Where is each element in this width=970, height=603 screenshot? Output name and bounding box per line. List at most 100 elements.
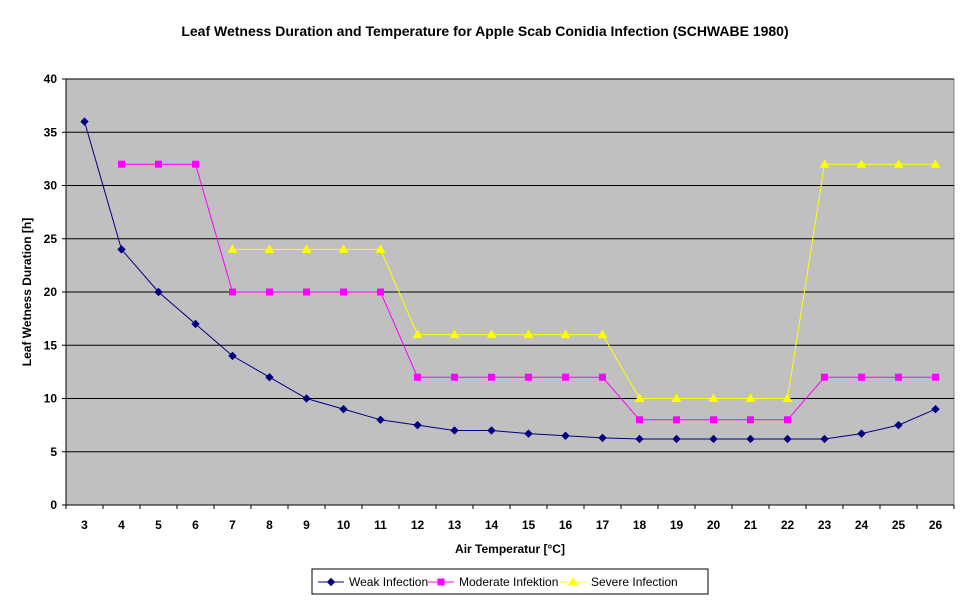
x-tick-label: 23: [818, 518, 832, 532]
data-point: [857, 429, 866, 438]
data-point: [895, 373, 902, 381]
data-point: [413, 420, 422, 430]
legend-box: [311, 568, 709, 595]
data-point: [856, 159, 867, 168]
data-point: [228, 351, 237, 361]
data-point: [117, 245, 126, 254]
data-point: [820, 434, 829, 444]
y-tick-label: 25: [44, 232, 58, 246]
data-point: [229, 288, 236, 296]
series-layer: [80, 117, 941, 444]
data-point: [523, 329, 534, 339]
x-tick-label: 4: [118, 518, 125, 532]
chart-title: Leaf Wetness Duration and Temperature fo…: [181, 23, 788, 39]
data-point: [524, 429, 533, 438]
data-point: [821, 373, 828, 381]
data-point: [745, 393, 756, 402]
data-point: [302, 394, 311, 403]
data-point: [118, 160, 125, 168]
data-point: [227, 244, 238, 253]
data-point: [931, 404, 940, 414]
x-tick-label: 21: [744, 518, 758, 532]
data-point: [155, 160, 162, 168]
x-tick-label: 18: [633, 518, 647, 532]
data-point: [635, 434, 644, 444]
y-ticks: 0 5 10 15 20 25 30 35 40: [44, 72, 66, 512]
data-point: [783, 434, 792, 444]
legend-marker: [437, 578, 445, 586]
x-tick-label: 11: [374, 518, 387, 532]
data-point: [634, 393, 645, 402]
data-point: [488, 373, 495, 381]
legend: Weak Infection Moderate Infektion Severe I…: [318, 575, 678, 589]
data-point: [894, 420, 903, 430]
data-point: [598, 433, 607, 443]
data-point: [301, 244, 312, 253]
data-point: [486, 329, 497, 339]
x-tick-label: 6: [192, 518, 199, 532]
legend-marker: [326, 577, 336, 587]
y-tick-label: 15: [44, 338, 58, 352]
data-point: [376, 415, 385, 425]
data-point: [525, 373, 532, 381]
x-tick-label: 19: [670, 518, 684, 532]
x-tick-label: 14: [485, 518, 499, 532]
data-point: [819, 159, 830, 168]
data-point: [784, 416, 791, 424]
data-point: [265, 372, 274, 382]
data-point: [597, 329, 608, 339]
x-ticks: 3 4 5 6 7 8 9 10 11 12 13 14 15 16 17 18 19 20 21 22 23 24 25 2…: [65, 505, 955, 532]
data-point: [303, 288, 310, 296]
y-tick-label: 40: [44, 72, 58, 86]
data-point: [710, 416, 717, 424]
y-tick-label: 0: [50, 498, 57, 512]
data-point: [192, 160, 199, 168]
data-point: [451, 373, 458, 381]
x-tick-label: 22: [781, 518, 795, 532]
y-axis-title: Leaf Wetness Duration [h]: [20, 218, 34, 366]
x-tick-label: 17: [596, 518, 610, 532]
data-point: [449, 329, 460, 339]
x-tick-label: 16: [559, 518, 573, 532]
data-point: [893, 159, 904, 168]
data-point: [414, 373, 421, 381]
x-tick-label: 9: [303, 518, 310, 532]
data-point: [560, 329, 571, 339]
x-axis-title: Air Temperatur [°C]: [455, 542, 565, 556]
data-point: [672, 434, 681, 444]
x-tick-label: 15: [522, 518, 536, 532]
data-point: [191, 319, 200, 329]
legend-marker: [568, 576, 578, 586]
data-point: [709, 434, 718, 444]
legend-label: Moderate Infektion: [459, 575, 558, 589]
x-tick-label: 5: [155, 518, 162, 532]
data-point: [377, 288, 384, 296]
data-point: [746, 434, 755, 444]
data-point: [339, 404, 348, 414]
data-point: [708, 393, 719, 402]
x-tick-label: 26: [929, 518, 943, 532]
data-point: [747, 416, 754, 424]
y-tick-label: 35: [44, 125, 58, 139]
data-point: [673, 416, 680, 424]
data-point: [450, 426, 459, 435]
data-point: [562, 373, 569, 381]
legend-label: Weak Infection: [349, 575, 428, 589]
x-tick-label: 24: [855, 518, 869, 532]
data-point: [930, 159, 941, 168]
data-point: [338, 244, 349, 253]
y-tick-label: 10: [44, 392, 58, 406]
x-tick-label: 13: [448, 518, 462, 532]
x-tick-label: 25: [892, 518, 906, 532]
data-point: [599, 373, 606, 381]
y-tick-label: 20: [44, 285, 58, 299]
data-point: [636, 416, 643, 424]
data-point: [782, 393, 793, 402]
series-line: [84, 121, 936, 440]
data-point: [80, 117, 89, 126]
x-tick-label: 20: [707, 518, 721, 532]
y-tick-label: 5: [50, 445, 57, 459]
data-point: [487, 426, 496, 435]
series-0: [80, 117, 940, 444]
